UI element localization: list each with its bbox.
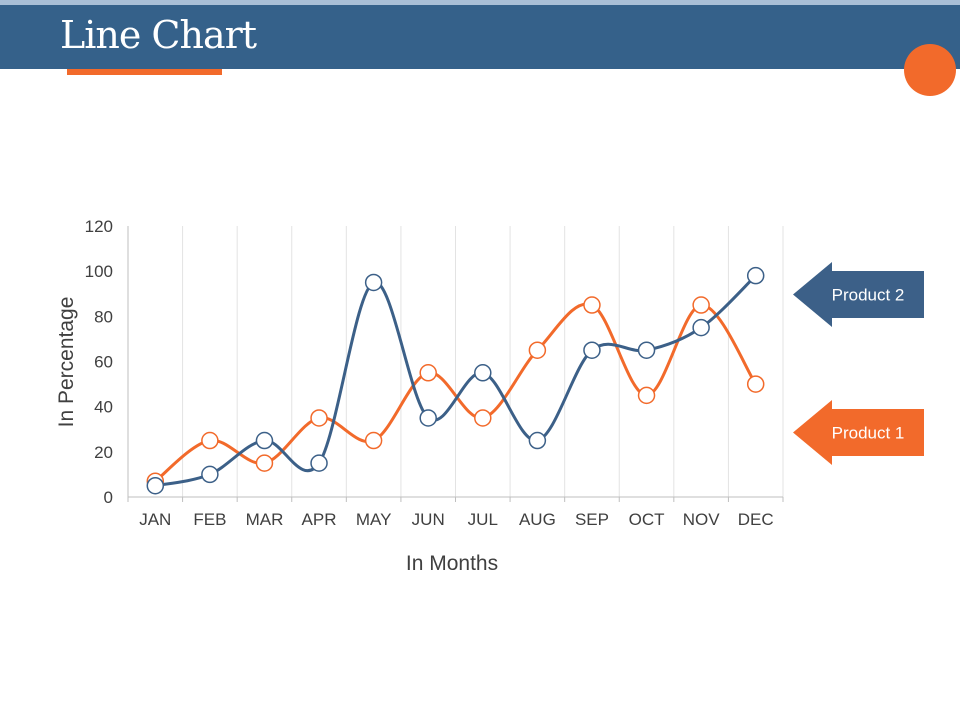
- legend-label: Product 2: [832, 286, 905, 305]
- product-2-point: [255, 431, 274, 450]
- x-tick-label: JAN: [139, 510, 171, 529]
- y-axis-label: In Percentage: [55, 297, 78, 428]
- product-1-point: [255, 454, 274, 472]
- legend-arrow: [793, 400, 924, 465]
- x-tick-label: JUN: [412, 510, 445, 529]
- legend-label: Product 1: [832, 424, 905, 443]
- legend: Product 2 Product 1: [793, 262, 924, 465]
- orange-circle-decoration: [904, 44, 956, 96]
- product-2-point: [146, 476, 165, 495]
- product-2-point: [583, 341, 601, 359]
- y-tick-label: 40: [94, 398, 113, 417]
- gridlines: [127, 226, 784, 502]
- product-1-point: [692, 296, 710, 314]
- product-1-point: [419, 364, 437, 382]
- x-tick-label: DEC: [738, 510, 774, 529]
- product-1-point: [528, 341, 547, 359]
- series-markers: [146, 266, 765, 495]
- product-2-point: [637, 341, 656, 359]
- product-1-point: [746, 375, 765, 393]
- product-2-point: [692, 318, 710, 337]
- legend-product-2: Product 2: [793, 262, 924, 327]
- x-tick-label: SEP: [575, 510, 609, 529]
- product-2-point: [201, 465, 219, 484]
- product-2-point: [528, 431, 547, 450]
- product-2-point: [474, 364, 492, 382]
- y-tick-label: 20: [94, 443, 113, 462]
- x-tick-label: MAR: [246, 510, 284, 529]
- x-tick-label: AUG: [519, 510, 556, 529]
- x-tick-label: JUL: [468, 510, 498, 529]
- x-tick-label: OCT: [629, 510, 665, 529]
- product-1-point: [637, 386, 656, 405]
- product-2-point: [364, 273, 383, 292]
- product-2-point: [419, 409, 437, 427]
- y-tick-label: 120: [85, 217, 113, 236]
- product-1-point: [201, 431, 219, 450]
- title-bar: [0, 5, 960, 69]
- product-1-point: [364, 431, 383, 450]
- page-title: Line Chart: [60, 13, 257, 57]
- y-tick-label: 60: [94, 353, 113, 372]
- product-2-point: [310, 454, 328, 472]
- top-accent-line: [0, 0, 960, 5]
- product-2-point: [746, 266, 765, 285]
- legend-product-1: Product 1: [793, 400, 924, 465]
- x-tick-labels: JAN FEB MAR APR MAY JUN JUL AUG SEP OCT NOV DEC: [139, 510, 773, 529]
- y-tick-label: 100: [85, 262, 113, 281]
- y-tick-label: 80: [94, 307, 113, 326]
- x-axis-label: In Months: [406, 552, 498, 575]
- title-underline: [67, 69, 222, 75]
- x-tick-label: APR: [302, 510, 337, 529]
- x-tick-label: MAY: [356, 510, 392, 529]
- x-tick-label: FEB: [193, 510, 226, 529]
- x-tick-label: NOV: [683, 510, 721, 529]
- y-tick-label: 0: [104, 488, 113, 507]
- product-1-point: [474, 409, 492, 427]
- y-tick-labels: 0 20 40 60 80 100 120: [85, 217, 113, 507]
- product-1-point: [310, 409, 328, 427]
- product-1-point: [583, 296, 601, 314]
- legend-arrow: [793, 262, 924, 327]
